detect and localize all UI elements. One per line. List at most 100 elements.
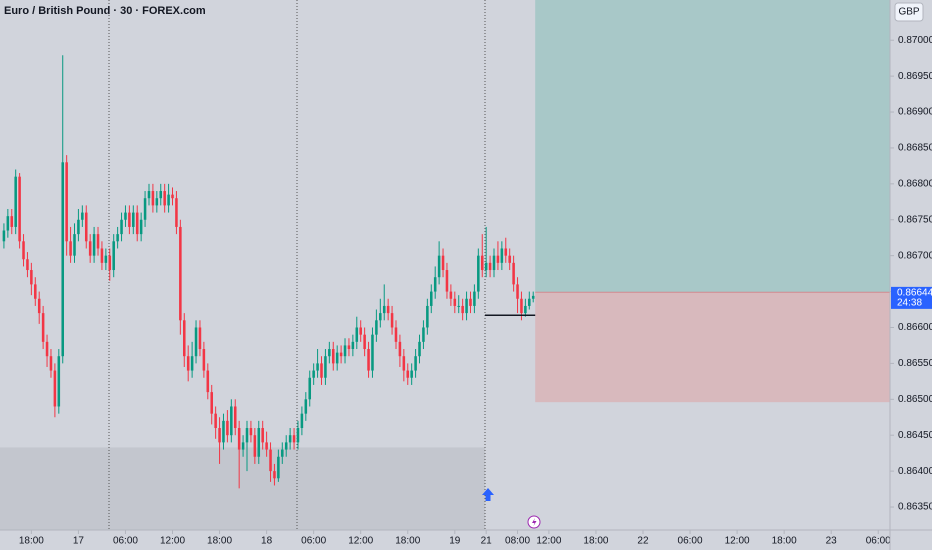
- y-tick-label: 0.86350: [898, 502, 932, 513]
- x-tick-label: 06:00: [866, 536, 891, 547]
- position-stop: [535, 292, 890, 403]
- y-tick-label: 0.87000: [898, 35, 932, 46]
- candle-body: [375, 320, 378, 335]
- candle-body: [496, 255, 500, 263]
- x-tick-label: 21: [481, 536, 493, 547]
- candle-body: [41, 313, 45, 342]
- y-tick-label: 0.86850: [898, 143, 932, 154]
- candle-body: [386, 305, 390, 314]
- candle-body: [10, 216, 14, 227]
- candle-body: [465, 298, 468, 314]
- candle-body: [288, 435, 292, 443]
- candle-body: [22, 241, 25, 260]
- candle-body: [355, 327, 359, 342]
- candle-body: [331, 349, 335, 364]
- candle-body: [437, 255, 441, 278]
- y-tick-label: 0.86600: [898, 322, 932, 333]
- zone: [0, 447, 485, 530]
- candle-body: [6, 216, 10, 231]
- candle-body: [30, 270, 33, 285]
- x-tick-label: 22: [637, 536, 649, 547]
- candle-body: [324, 356, 327, 378]
- candle-body: [124, 212, 127, 220]
- candle-body: [34, 284, 37, 299]
- y-tick-label: 0.86950: [898, 71, 932, 82]
- candle-body: [245, 428, 249, 443]
- candle-body: [73, 234, 76, 256]
- candle-body: [26, 259, 29, 271]
- candle-body: [186, 356, 190, 371]
- candle-body: [382, 305, 386, 314]
- candle-body: [269, 449, 272, 472]
- candle-body: [500, 248, 504, 263]
- candle-body: [112, 241, 115, 271]
- candle-body: [96, 234, 100, 249]
- candle-body: [128, 212, 131, 227]
- candle-body: [469, 298, 472, 306]
- candle-body: [292, 435, 296, 443]
- candle-body: [237, 428, 241, 450]
- event-icon-bolt: [532, 518, 537, 526]
- candle-body: [120, 219, 123, 235]
- candle-body: [222, 420, 225, 443]
- candle-body: [151, 191, 155, 206]
- chart-title: Euro / British Pound · 30 · FOREX.com: [4, 5, 206, 17]
- candle-body: [171, 194, 174, 199]
- candle-body: [320, 363, 323, 378]
- x-tick-label: 18:00: [772, 536, 797, 547]
- candle-body: [159, 191, 163, 199]
- x-tick-label: 12:00: [725, 536, 750, 547]
- candle-body: [147, 191, 151, 199]
- candle-body: [53, 370, 57, 407]
- candle-body: [241, 442, 245, 450]
- candle-body: [449, 291, 453, 299]
- candle-body: [77, 219, 80, 235]
- candle-body: [508, 255, 511, 263]
- candle-body: [367, 349, 370, 371]
- candle-body: [194, 327, 198, 357]
- event-arrow[interactable]: [482, 488, 494, 501]
- candle-body: [2, 230, 6, 242]
- candle-body: [233, 406, 237, 429]
- y-tick-label: 0.86900: [898, 107, 932, 118]
- candle-body: [457, 305, 460, 307]
- candle-body: [277, 456, 280, 479]
- x-tick-label: 12:00: [536, 536, 561, 547]
- candle-body: [304, 399, 308, 414]
- candle-body: [155, 198, 159, 206]
- candle-body: [281, 449, 284, 457]
- x-tick-label: 06:00: [113, 536, 138, 547]
- candle-body: [190, 356, 194, 371]
- candle-body: [445, 270, 449, 292]
- candle-body: [347, 345, 351, 350]
- candle-body: [453, 298, 457, 306]
- candle-body: [202, 349, 206, 371]
- candle-body: [249, 428, 253, 436]
- candle-body: [394, 327, 398, 342]
- candle-body: [473, 291, 476, 306]
- candle-body: [163, 191, 166, 206]
- position-target: [535, 0, 890, 293]
- candle-body: [531, 295, 535, 299]
- last-price-box: [891, 286, 932, 309]
- currency-box[interactable]: [894, 2, 924, 22]
- y-tick-label: 0.86450: [898, 430, 932, 441]
- candle-body: [265, 442, 268, 450]
- candle-body: [65, 162, 68, 242]
- candle-body: [406, 370, 410, 378]
- y-tick-label: 0.86800: [898, 178, 932, 189]
- x-tick-label: 19: [449, 536, 461, 547]
- x-tick-label: 08:00: [505, 536, 530, 547]
- y-tick-label: 0.86700: [898, 250, 932, 261]
- candle-body: [57, 356, 61, 407]
- candle-body: [402, 356, 406, 371]
- y-tick-label: 0.86750: [898, 214, 932, 225]
- y-tick-label: 0.86400: [898, 466, 932, 477]
- x-tick-label: 17: [73, 536, 85, 547]
- candle-body: [339, 352, 343, 357]
- candle-body: [49, 356, 53, 371]
- candle-body: [300, 413, 304, 429]
- candle-body: [273, 471, 276, 479]
- candle-body: [296, 428, 300, 443]
- candle-body: [516, 284, 519, 299]
